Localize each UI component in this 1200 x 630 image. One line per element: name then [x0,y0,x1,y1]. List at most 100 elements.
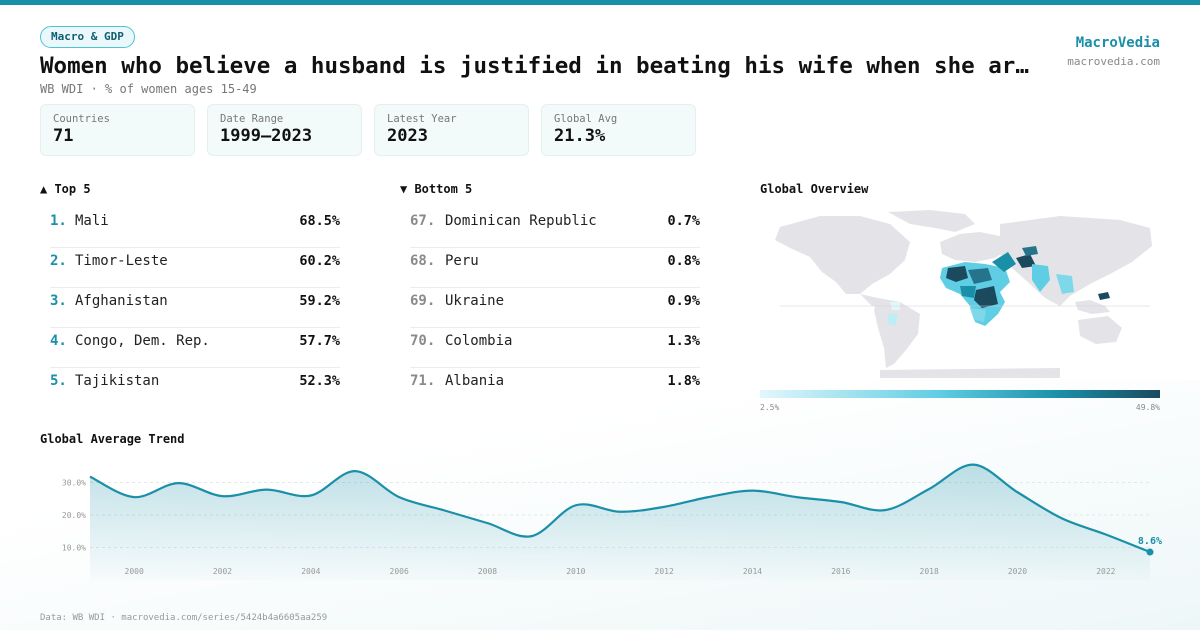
row-rank: 70. [410,333,436,349]
europe-shape [940,232,1010,262]
row-value: 68.5% [299,213,340,229]
category-badge[interactable]: Macro & GDP [40,26,135,48]
india-region [1032,264,1050,292]
stat-label: Global Avg [554,113,618,125]
trend-last-point [1146,548,1154,556]
stat-value: 71 [53,126,74,146]
sahel-region [968,268,992,284]
greenland-shape [888,210,975,232]
row-country: Colombia [445,333,513,349]
top5-row[interactable]: 3. Afghanistan 59.2% [50,288,340,328]
row-rank: 2. [50,253,67,269]
row-country: Afghanistan [75,293,168,309]
brand-logo[interactable]: MacroVedia [1075,35,1160,51]
row-value: 57.7% [299,333,340,349]
x-tick-label: 2006 [390,567,409,576]
row-value: 60.2% [299,253,340,269]
map-data-regions [888,246,1110,326]
world-map[interactable] [760,202,1160,382]
page-title: Women who believe a husband is justified… [40,53,1029,79]
stat-card-latest-year: Latest Year 2023 [374,104,529,156]
trend-line [89,463,1151,554]
row-country: Ukraine [445,293,505,309]
top5-row[interactable]: 2. Timor-Leste 60.2% [50,248,340,288]
y-tick-label: 10.0% [62,544,86,553]
row-value: 1.3% [667,333,700,349]
row-rank: 1. [50,213,67,229]
top5-heading: ▲ Top 5 [40,182,91,196]
row-country: Congo, Dem. Rep. [75,333,210,349]
peru-region [888,314,898,326]
congo-dem-rep-region [974,286,998,308]
bottom5-row[interactable]: 69. Ukraine 0.9% [410,288,700,328]
map-heading: Global Overview [760,182,869,196]
x-tick-label: 2022 [1096,567,1115,576]
bottom5-row[interactable]: 67. Dominican Republic 0.7% [410,208,700,248]
row-value: 0.8% [667,253,700,269]
row-value: 1.8% [667,373,700,389]
stat-label: Latest Year [387,113,457,125]
stat-value: 2023 [387,126,428,146]
x-tick-label: 2004 [301,567,320,576]
row-value: 59.2% [299,293,340,309]
map-land [775,210,1152,378]
top5-row[interactable]: 1. Mali 68.5% [50,208,340,248]
row-rank: 4. [50,333,67,349]
west-africa-region [960,286,976,298]
antarctica-shape [880,368,1060,378]
row-rank: 3. [50,293,67,309]
bottom5-row[interactable]: 70. Colombia 1.3% [410,328,700,368]
y-tick-label: 20.0% [62,511,86,520]
row-value: 52.3% [299,373,340,389]
row-rank: 71. [410,373,436,389]
x-tick-label: 2000 [125,567,144,576]
tajikistan-region [1022,246,1038,256]
middle-east-region [992,252,1016,272]
y-tick-label: 30.0% [62,479,86,488]
x-tick-label: 2008 [478,567,497,576]
top5-row[interactable]: 4. Congo, Dem. Rep. 57.7% [50,328,340,368]
map-color-legend [760,390,1160,398]
stat-card-date-range: Date Range 1999–2023 [207,104,362,156]
stat-value: 21.3% [554,126,606,146]
trend-chart[interactable]: 10.0% 20.0% 30.0% 8.6% 2000 2002 2004 2006 200… [0,450,1200,585]
x-tick-label: 2014 [743,567,762,576]
map-legend-min: 2.5% [760,403,780,412]
row-rank: 69. [410,293,436,309]
x-tick-label: 2020 [1008,567,1027,576]
afghanistan-region [1016,254,1036,268]
row-rank: 67. [410,213,436,229]
trend-last-value-label: 8.6% [1138,536,1162,547]
row-rank: 68. [410,253,436,269]
australia-shape [1078,316,1122,344]
south-america-shape [874,298,920,368]
bottom5-row[interactable]: 68. Peru 0.8% [410,248,700,288]
page-subtitle: WB WDI · % of women ages 15-49 [40,82,257,96]
stat-card-countries: Countries 71 [40,104,195,156]
row-country: Timor-Leste [75,253,168,269]
footer-source: Data: WB WDI · macrovedia.com/series/542… [40,613,328,623]
x-tick-label: 2002 [213,567,232,576]
stat-label: Countries [53,113,110,125]
trend-heading: Global Average Trend [40,432,185,446]
row-country: Albania [445,373,505,389]
x-tick-label: 2016 [831,567,850,576]
mali-region [946,266,968,282]
stat-card-global-avg: Global Avg 21.3% [541,104,696,156]
bottom5-row[interactable]: 71. Albania 1.8% [410,368,700,408]
row-value: 0.7% [667,213,700,229]
top-accent-bar [0,0,1200,5]
north-america-shape [775,216,910,294]
row-country: Mali [75,213,109,229]
row-value: 0.9% [667,293,700,309]
x-tick-label: 2012 [655,567,674,576]
top5-row[interactable]: 5. Tajikistan 52.3% [50,368,340,408]
map-legend-max: 49.8% [1135,403,1160,412]
trend-area [90,464,1150,580]
stat-value: 1999–2023 [220,126,313,146]
brand-url[interactable]: macrovedia.com [1067,55,1160,68]
row-country: Dominican Republic [445,213,597,229]
southern-africa-region [970,308,986,322]
bottom5-heading: ▼ Bottom 5 [400,182,473,196]
x-tick-label: 2018 [920,567,939,576]
